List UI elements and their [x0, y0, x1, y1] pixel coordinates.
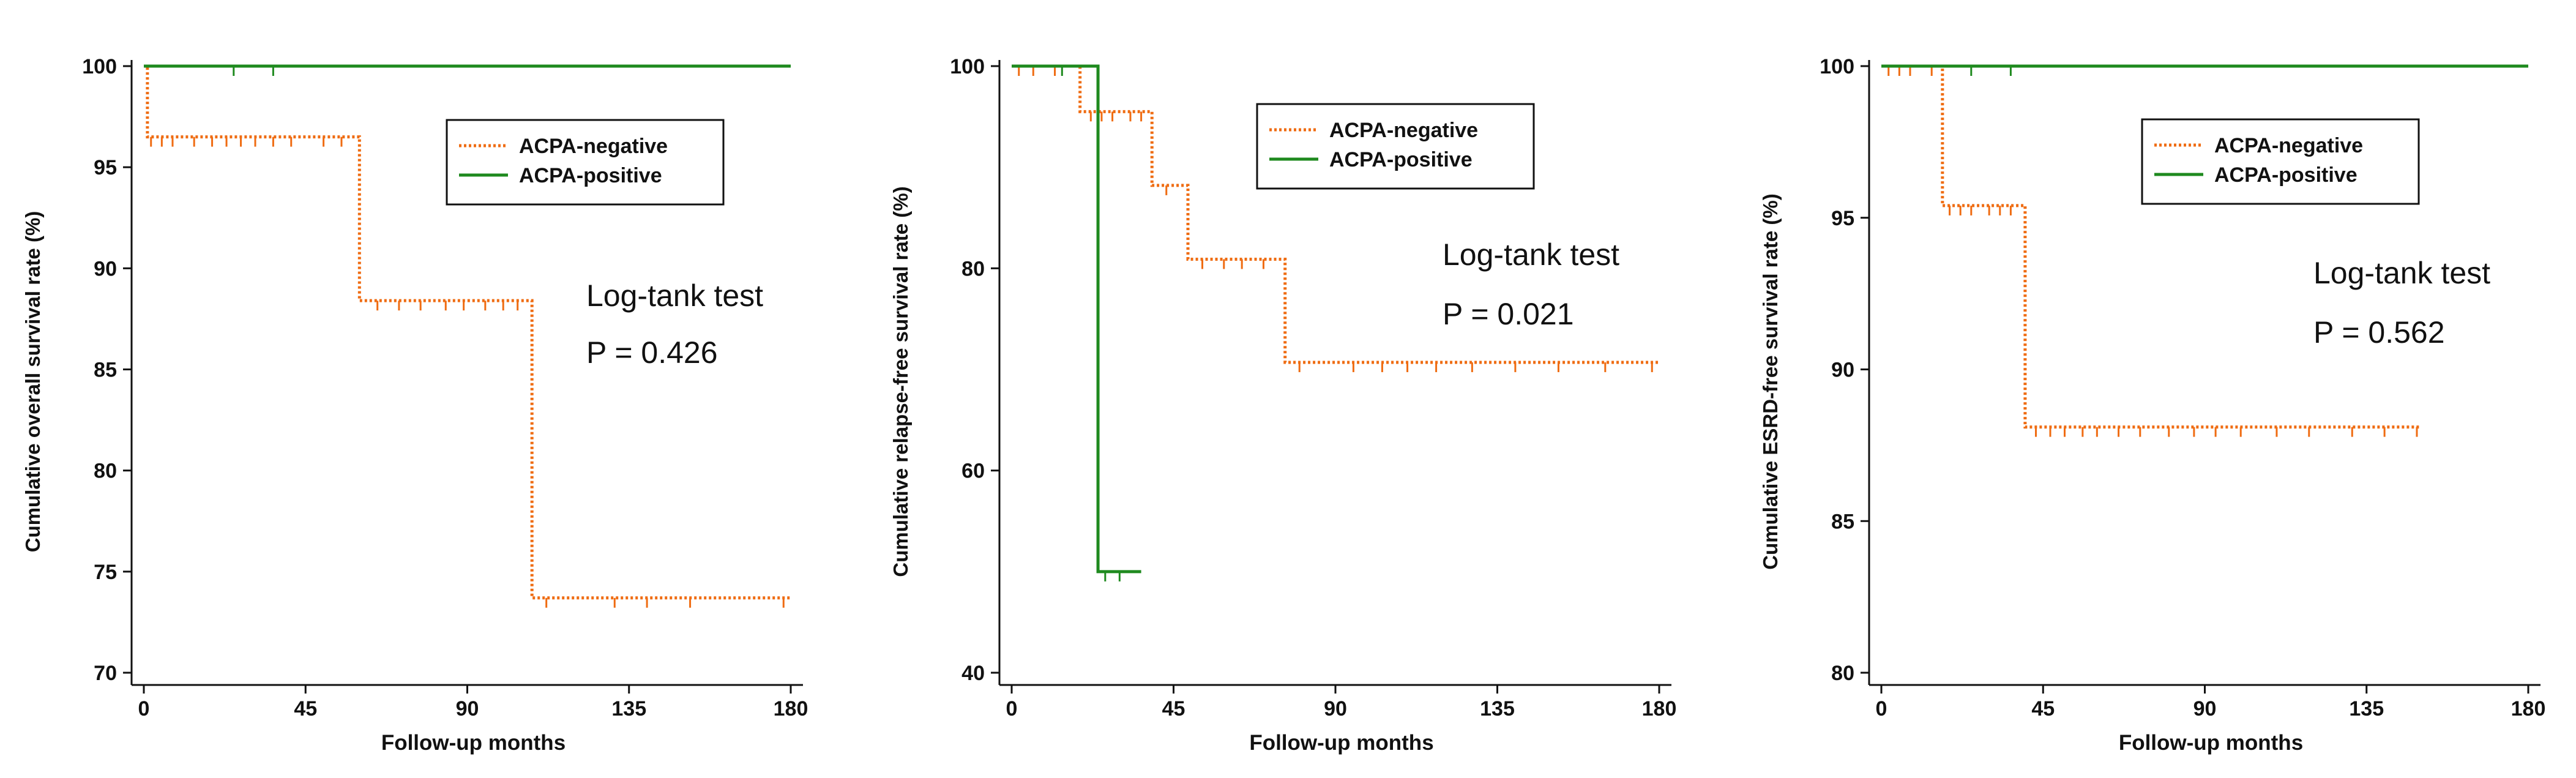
x-tick-label: 135 [1480, 697, 1515, 720]
y-tick-label: 100 [82, 55, 117, 78]
x-tick-label: 0 [1876, 697, 1887, 720]
x-axis-title: Follow-up months [381, 731, 566, 755]
chart-panel-2: 40 60 80 100 0 45 90 135 180 Follow-up months Cumu… [889, 55, 1676, 755]
y-tick-label: 85 [94, 359, 117, 382]
x-tick-label: 135 [611, 697, 646, 720]
y-tick-label: 90 [1831, 359, 1854, 382]
legend: ACPA-negative ACPA-positive [1256, 103, 1535, 190]
y-tick-label: 40 [961, 662, 985, 685]
y-tick-label: 60 [961, 460, 985, 483]
legend-label: ACPA-negative [1329, 119, 1478, 142]
y-tick-label: 80 [94, 460, 117, 483]
y-tick-label: 80 [961, 257, 985, 280]
x-tick-label: 0 [138, 697, 150, 720]
chart-panel-3: 80 85 90 95 100 0 45 90 135 180 Follow-up months Cu… [1759, 55, 2545, 755]
legend-box [1256, 103, 1535, 190]
y-tick-label: 100 [1820, 55, 1854, 78]
y-tick-label: 85 [1831, 510, 1854, 533]
series-line-acpa-positive [1012, 64, 1141, 574]
legend-label: ACPA-positive [519, 164, 662, 187]
y-tick-label: 70 [94, 662, 117, 685]
series-line-acpa-negative [144, 64, 791, 600]
y-axis-title: Cumulative ESRD-free survival rate (%) [1759, 193, 1782, 569]
y-axis-title: Cumulative relapse-free survival rate (%… [889, 186, 912, 577]
x-tick-label: 45 [1162, 697, 1185, 720]
x-tick-label: 90 [1324, 697, 1347, 720]
p-value-label: P = 0.426 [586, 335, 718, 370]
test-label: Log-tank test [1443, 238, 1619, 272]
legend: ACPA-negative ACPA-positive [446, 119, 725, 206]
y-tick-label: 100 [950, 55, 985, 78]
x-tick-label: 180 [2511, 697, 2546, 720]
p-value-label: P = 0.021 [1443, 297, 1574, 331]
y-tick-label: 95 [94, 156, 117, 179]
legend-label: ACPA-negative [519, 135, 668, 158]
chart-panel-1: 70 75 80 85 90 95 100 0 45 90 135 180 Follow-up mont… [21, 55, 808, 755]
p-value-label: P = 0.562 [2313, 315, 2445, 350]
test-label: Log-tank test [2313, 256, 2490, 290]
x-axis-title: Follow-up months [2119, 731, 2303, 755]
legend-box [446, 119, 725, 206]
legend: ACPA-negative ACPA-positive [2141, 118, 2420, 205]
y-tick-label: 80 [1831, 662, 1854, 685]
legend-box [2141, 118, 2420, 205]
y-axis-title: Cumulative overall survival rate (%) [21, 211, 44, 553]
legend-label: ACPA-negative [2214, 134, 2363, 157]
x-tick-label: 90 [2193, 697, 2217, 720]
y-tick-label: 95 [1831, 207, 1854, 230]
x-tick-label: 45 [2031, 697, 2055, 720]
x-tick-label: 90 [456, 697, 479, 720]
x-tick-label: 135 [2349, 697, 2384, 720]
x-tick-label: 180 [1642, 697, 1677, 720]
legend-label: ACPA-positive [1329, 148, 1473, 171]
y-tick-label: 75 [94, 561, 117, 584]
test-label: Log-tank test [586, 279, 763, 313]
x-tick-label: 180 [774, 697, 808, 720]
legend-label: ACPA-positive [2214, 163, 2358, 187]
x-tick-label: 45 [294, 697, 317, 720]
x-tick-label: 0 [1006, 697, 1018, 720]
x-axis-title: Follow-up months [1249, 731, 1433, 755]
y-tick-label: 90 [94, 257, 117, 280]
